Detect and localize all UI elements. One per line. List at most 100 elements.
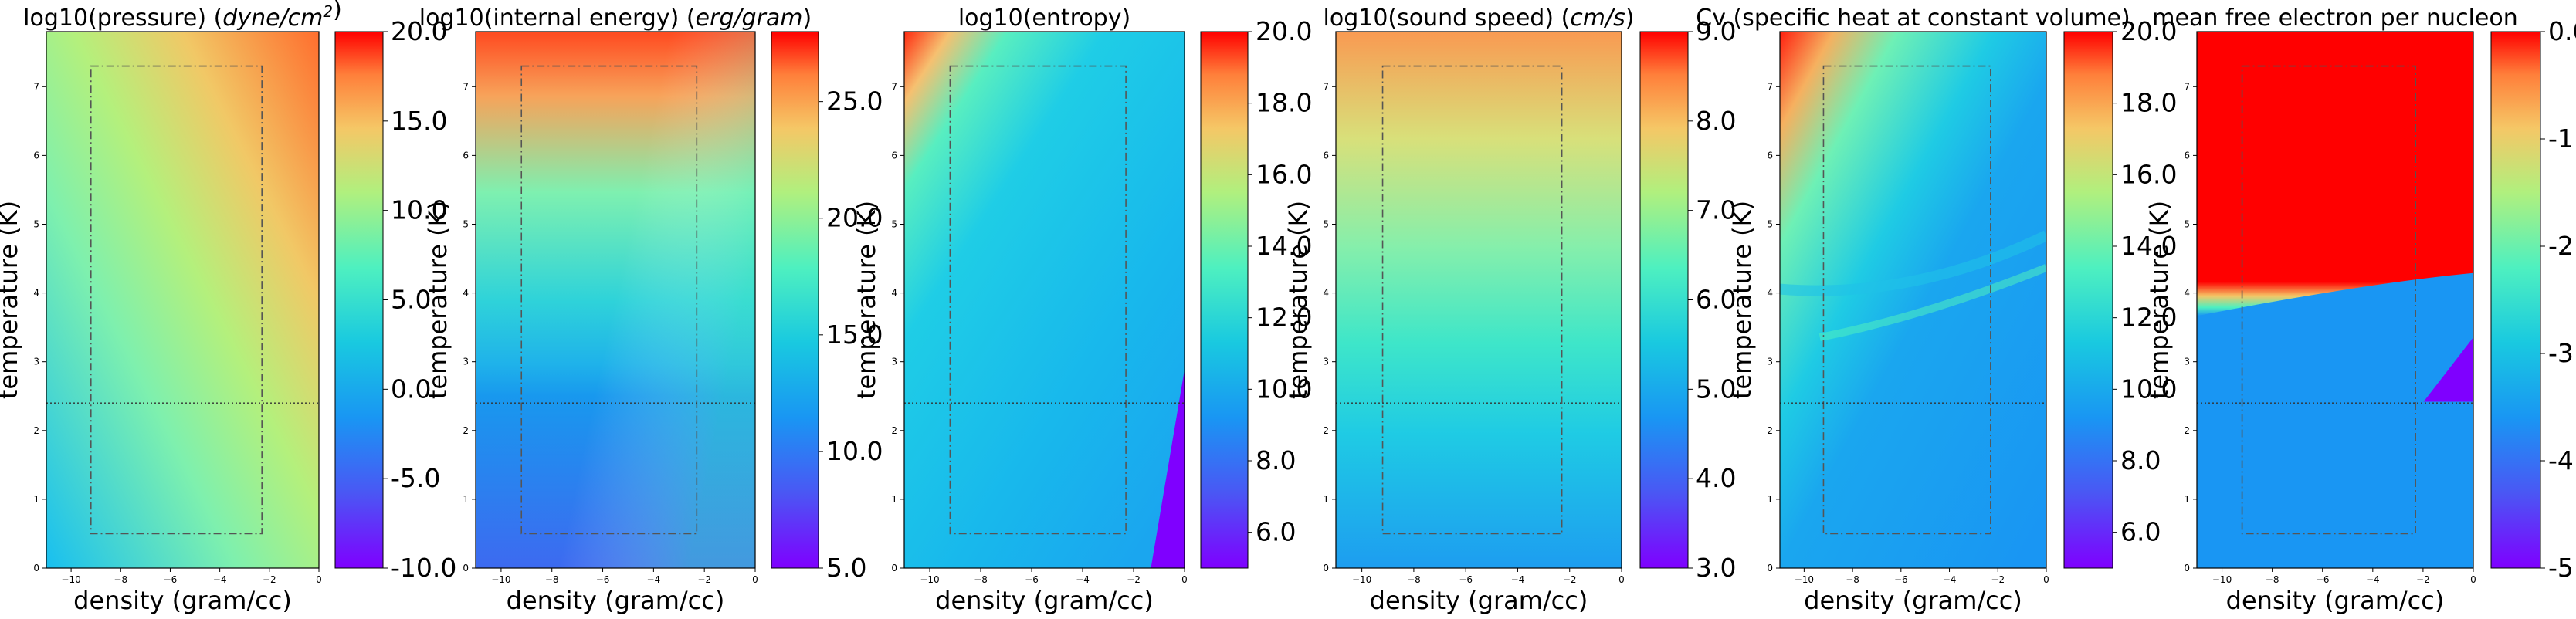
colorbar-tick-label: 20.0 [1256, 16, 1312, 46]
colorbar-tick-label: 5.0 [391, 285, 431, 315]
axes-frame [475, 31, 756, 569]
y-tick-label: 0 [891, 563, 897, 573]
panel-5: −10 −8 −6 −4 −2 0 0 1 2 3 4 5 6 7 density (gram/cc) tem… [1696, 5, 2177, 615]
y-tick-label: 1 [1767, 494, 1773, 505]
colorbar-tick-label: 12.0 [1256, 303, 1312, 333]
y-tick-label: 6 [1767, 150, 1773, 161]
y-tick-label: 5 [463, 218, 469, 229]
x-tick-label: −4 [2366, 574, 2380, 585]
x-axis-label: density (gram/cc) [935, 586, 1154, 615]
colorbar-tick-label: 10.0 [826, 436, 883, 466]
heatmap-field-4 [1336, 32, 1622, 568]
y-tick-label: 5 [1767, 218, 1773, 229]
y-tick-label: 7 [33, 81, 39, 92]
x-tick-label: 0 [2470, 574, 2476, 585]
region-box [1381, 65, 1563, 535]
colorbar-tick-label: 15.0 [826, 320, 883, 350]
region-box [90, 65, 263, 535]
colorbar [1639, 31, 1689, 569]
colorbar-tick-label: 14.0 [1256, 231, 1312, 261]
heatmap-field-6 [2197, 32, 2473, 568]
x-tick-label: −2 [1563, 574, 1577, 585]
y-tick-label: 1 [891, 494, 897, 505]
colorbar-tick-label: 12.0 [2120, 303, 2177, 333]
panel-3: −10 −8 −6 −4 −2 0 0 1 2 3 4 5 6 7 density (gram/cc) tem… [852, 5, 1312, 615]
region-box [1822, 65, 1991, 535]
colorbar-tick-label: 7.0 [1696, 195, 1736, 225]
y-tick-label: 2 [2184, 425, 2190, 436]
chart-title: log10(pressure) (dyne/cm2) [23, 0, 342, 32]
panel-2: −10 −8 −6 −4 −2 0 0 1 2 3 4 5 6 7 density (gram/cc) tem… [419, 5, 883, 615]
region-box [2241, 65, 2416, 535]
x-tick-label: 0 [752, 574, 758, 585]
y-tick-label: 4 [891, 288, 897, 299]
axes-frame [1335, 31, 1622, 569]
y-tick-label: 4 [33, 288, 39, 299]
colorbar-tick-label: 25.0 [826, 86, 883, 117]
colorbar-tick-label: 10.0 [391, 195, 447, 225]
x-tick-label: −2 [1127, 574, 1141, 585]
y-tick-label: 4 [463, 288, 469, 299]
colorbar-tick-label: 15.0 [391, 106, 447, 136]
y-axis-label: temperature (K) [0, 201, 23, 399]
x-tick-label: 0 [1618, 574, 1625, 585]
x-tick-label: 0 [1181, 574, 1188, 585]
y-axis-label: temperature (K) [1283, 201, 1313, 399]
colorbar-tick-label: 6.0 [1256, 517, 1296, 547]
x-tick-label: −2 [1991, 574, 2005, 585]
x-tick-label: −8 [1846, 574, 1859, 585]
y-axis-label: temperature (K) [852, 201, 881, 399]
heatmap-field-1 [46, 32, 319, 568]
x-tick-label: −8 [974, 574, 988, 585]
colorbar-tick-label: 0.0 [2548, 16, 2576, 46]
y-tick-label: 4 [2184, 288, 2190, 299]
x-tick-label: −6 [596, 574, 610, 585]
x-tick-label: −10 [1352, 574, 1371, 585]
y-tick-label: 4 [1323, 288, 1329, 299]
colorbar-tick-label: 8.0 [2120, 445, 2161, 475]
y-tick-label: 7 [1767, 81, 1773, 92]
y-tick-label: 5 [891, 218, 897, 229]
x-tick-label: −6 [164, 574, 178, 585]
y-tick-label: 2 [1767, 425, 1773, 436]
y-tick-label: 0 [1323, 563, 1329, 573]
y-tick-label: 3 [33, 357, 39, 367]
y-tick-label: 3 [891, 357, 897, 367]
y-tick-label: 2 [463, 425, 469, 436]
x-tick-label: −4 [213, 574, 227, 585]
colorbar [2490, 31, 2541, 569]
colorbar-tick-label: 20.0 [826, 203, 883, 233]
colorbar-tick-label: 8.0 [1256, 445, 1296, 475]
colorbar [771, 31, 819, 569]
axes-frame [2196, 31, 2474, 569]
y-tick-label: 0 [33, 563, 39, 573]
y-tick-label: 7 [1323, 81, 1329, 92]
colorbar-tick-label: 6.0 [1696, 285, 1736, 315]
panel-4: −10 −8 −6 −4 −2 0 0 1 2 3 4 5 6 7 density (gram/cc) tem… [1283, 5, 1736, 615]
x-axis-label: density (gram/cc) [2226, 586, 2445, 615]
chart-title: mean free electron per nucleon [2152, 5, 2517, 32]
x-tick-label: 0 [2043, 574, 2049, 585]
axes-frame [903, 31, 1185, 569]
y-tick-label: 0 [463, 563, 469, 573]
x-axis-label: density (gram/cc) [1804, 586, 2022, 615]
colorbar-tick-label: 10.0 [1256, 374, 1312, 404]
colorbar-tick-label: -5.0 [2548, 553, 2576, 583]
x-tick-label: −8 [1407, 574, 1421, 585]
x-axis-label: density (gram/cc) [73, 586, 292, 615]
colorbar-tick-label: 18.0 [1256, 88, 1312, 118]
panel-6: −10 −8 −6 −4 −2 0 0 1 2 3 4 5 6 7 density (gram/cc) tem… [2144, 5, 2576, 615]
heatmap-field-3 [904, 32, 1185, 568]
x-tick-label: 0 [316, 574, 322, 585]
colorbar-tick-label: 6.0 [2120, 517, 2161, 547]
y-tick-label: 2 [1323, 425, 1329, 436]
y-tick-label: 7 [891, 81, 897, 92]
colorbar [2063, 31, 2113, 569]
x-tick-label: −4 [647, 574, 661, 585]
y-axis-label: temperature (K) [1727, 201, 1757, 399]
colorbar-tick-label: 16.0 [2120, 159, 2177, 189]
heatmap-field-2 [476, 32, 755, 568]
x-axis-label: density (gram/cc) [1370, 586, 1588, 615]
y-tick-label: 6 [463, 150, 469, 161]
